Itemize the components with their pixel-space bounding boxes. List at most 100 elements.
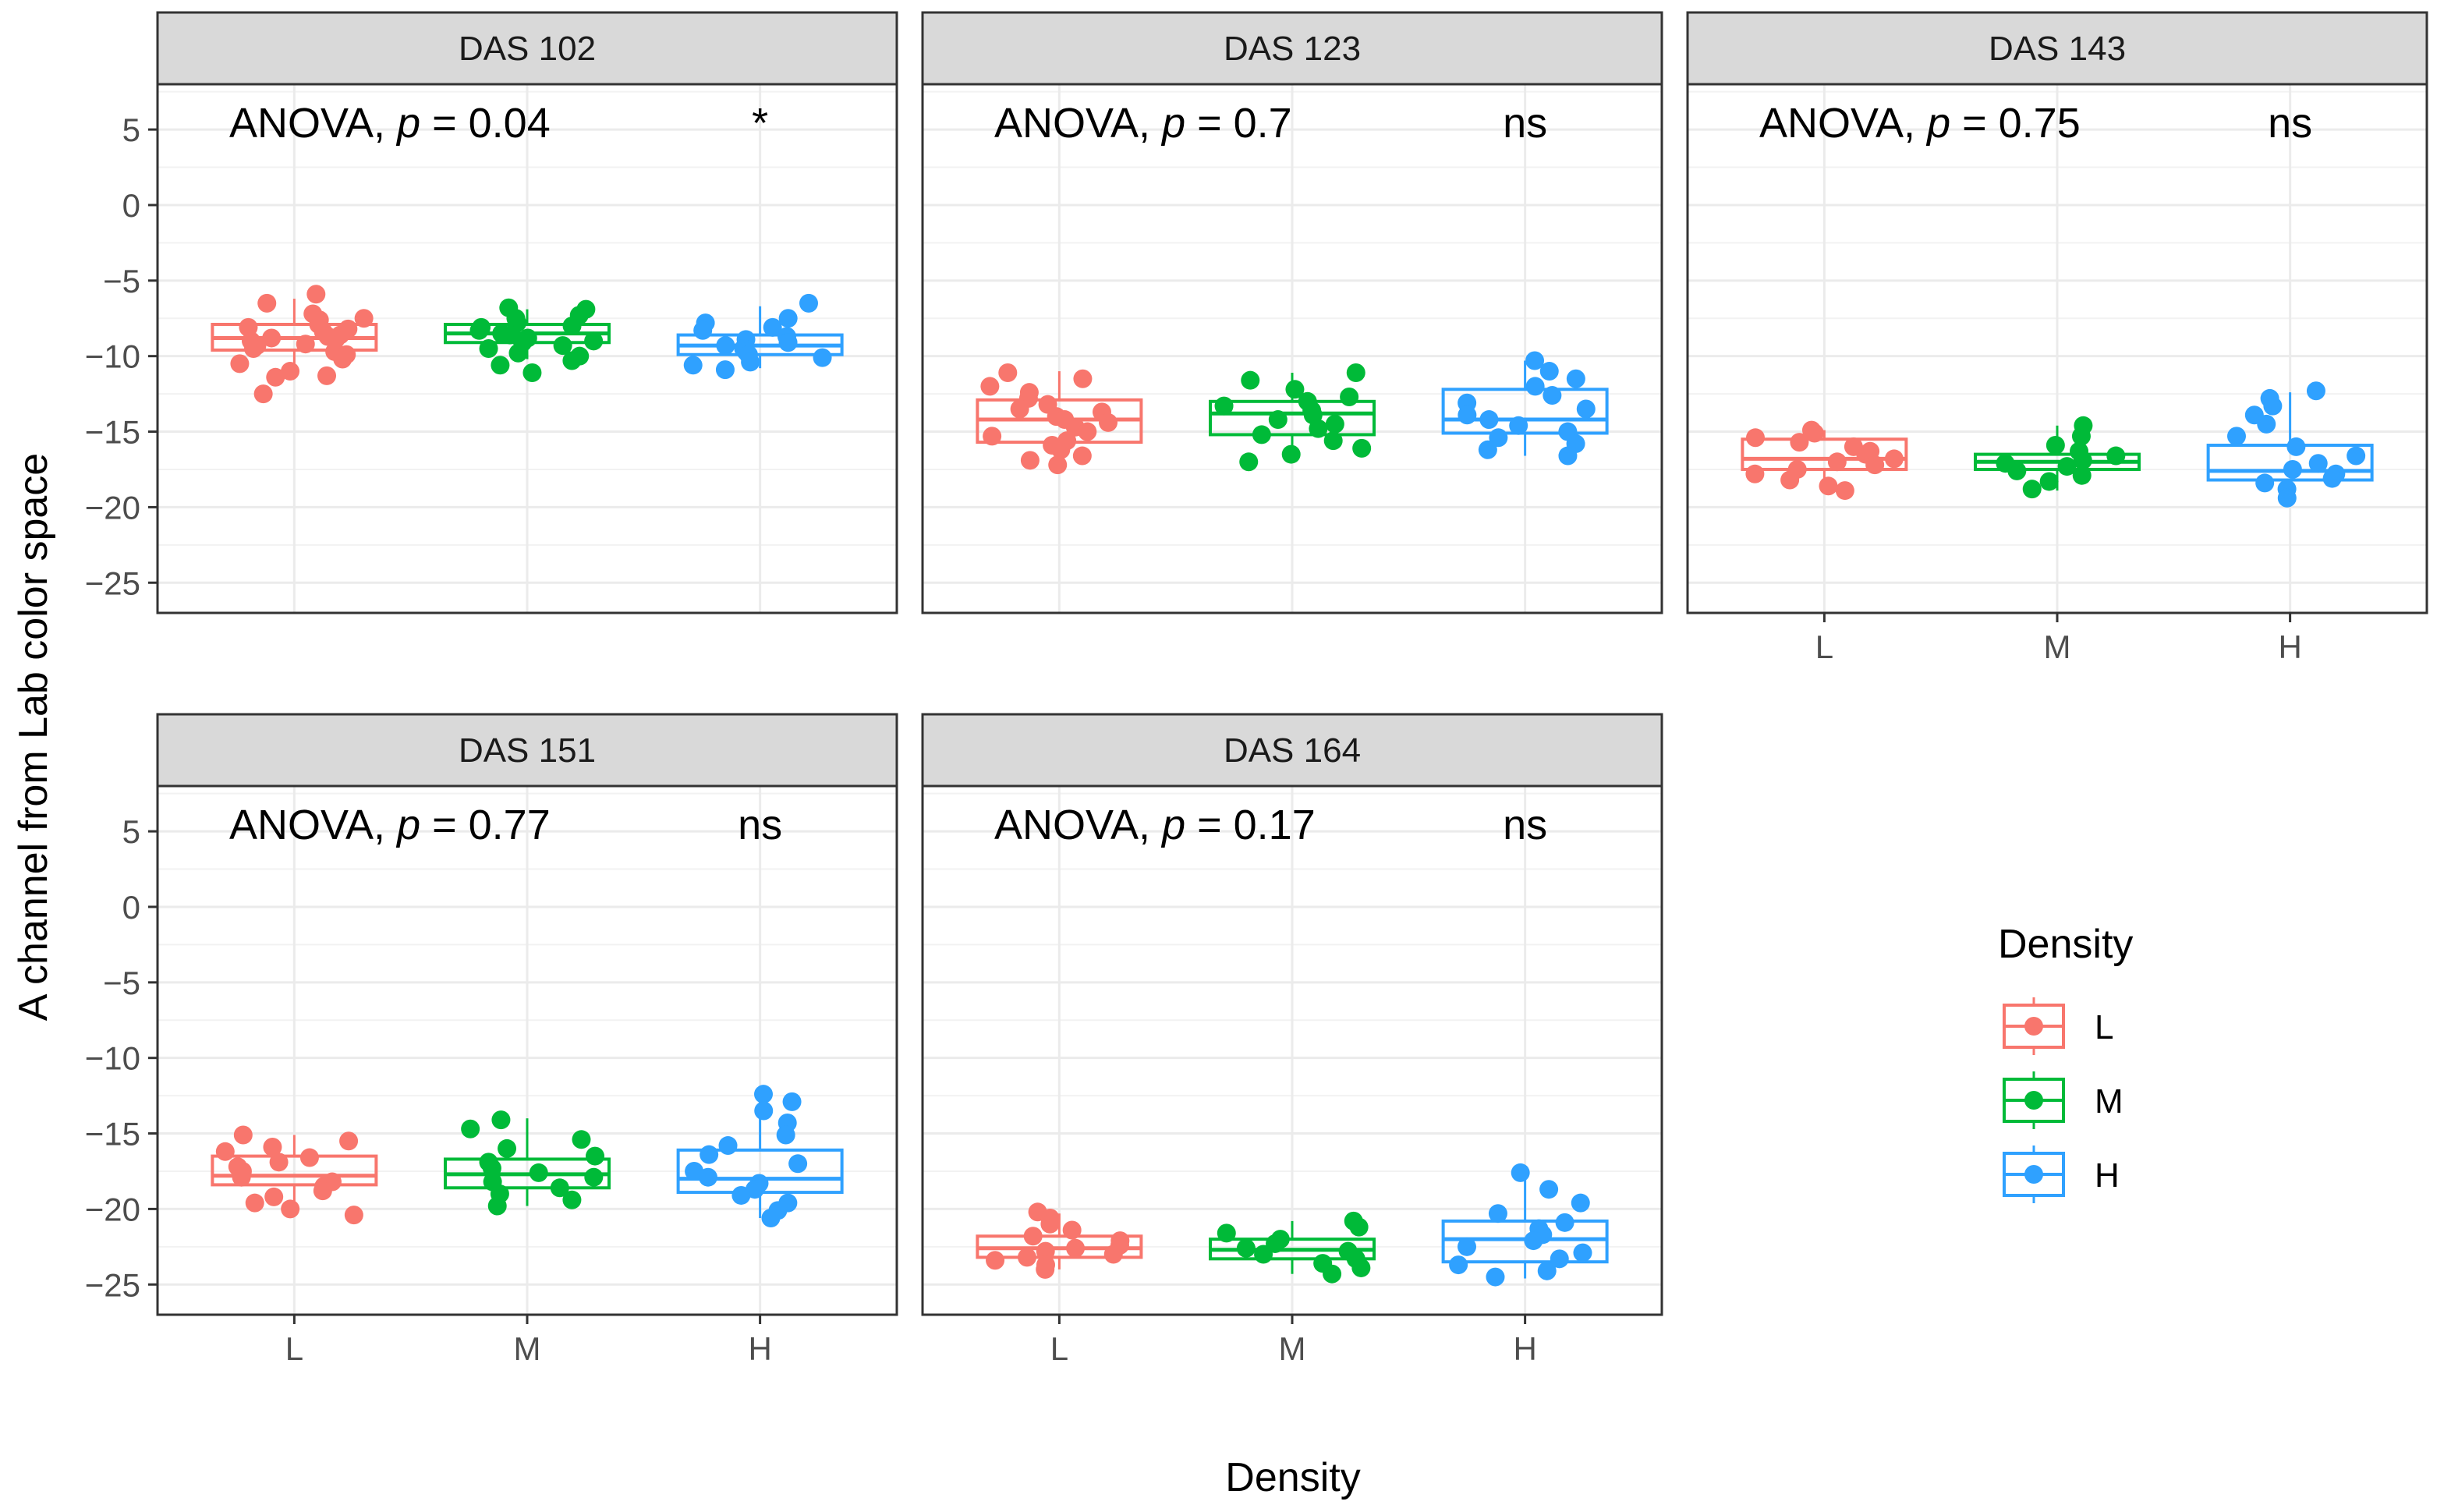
data-point [986,1251,1005,1270]
data-point [491,1110,511,1130]
significance-label: ns [738,802,782,848]
data-point [1072,446,1092,466]
panel-3: DAS 143 ANOVA, p = 0.75 ns L M H [1686,11,2428,665]
significance-label: ns [1503,100,1547,147]
anova-annotation: ANOVA, p = 0.75 [1759,100,2081,147]
y-tick-label: −15 [85,1116,140,1153]
data-point [998,363,1018,382]
data-point [491,356,510,375]
data-point [2308,454,2328,473]
data-point [344,1206,363,1225]
data-point [1819,476,1838,496]
significance-label: ns [2268,100,2312,147]
y-tick-label: 0 [122,889,140,926]
data-point [562,1190,582,1209]
data-point [983,427,1002,446]
data-point [788,1154,808,1174]
data-point [1323,431,1343,451]
data-point [2071,427,2091,446]
panel-strip [156,11,898,86]
data-point [584,1167,604,1187]
data-point [1543,386,1562,405]
y-tick-label: −20 [85,1191,140,1227]
data-point [2226,427,2246,446]
points-M [469,298,604,382]
data-point [1835,481,1854,501]
data-point [529,1163,548,1182]
legend-entries: LMH [2003,997,2123,1203]
data-point [2277,488,2297,508]
y-tick-label: −10 [85,338,140,375]
data-point [1449,1255,1468,1275]
data-point [1217,1223,1236,1243]
data-point [1346,363,1365,382]
data-point [1268,410,1288,430]
y-tick-label: −5 [103,965,140,1001]
y-tick-label: −25 [85,1266,140,1303]
data-point [586,1146,605,1166]
data-point [2046,435,2065,455]
data-point [683,356,703,375]
data-point [2286,437,2306,456]
points-H [2226,381,2366,508]
data-point [263,1137,282,1156]
data-point [1478,440,1497,459]
x-tick-label: H [2278,629,2301,665]
data-point [1048,455,1068,475]
data-point [264,1187,284,1206]
legend-label: M [2095,1082,2123,1121]
data-point [715,360,735,380]
data-point [718,1136,738,1156]
data-point [2347,446,2366,466]
data-point [763,317,782,337]
data-point [1790,433,1809,452]
anova-p-symbol: p [1160,100,1185,147]
data-point [1571,1193,1590,1213]
anova-value: = 0.7 [1185,100,1292,147]
data-point [1051,440,1071,459]
y-tick-label: −20 [85,489,140,526]
data-point [754,1085,774,1104]
data-point [1214,396,1234,416]
data-point [716,336,735,356]
anova-p-symbol: p [395,802,420,848]
points-M [1217,1211,1371,1284]
data-point [1023,1227,1043,1246]
data-point [479,339,498,358]
data-point [1780,470,1800,490]
data-point [1525,377,1545,396]
data-point [1539,362,1559,381]
points-H [1449,1163,1592,1287]
data-point [1550,1249,1569,1269]
data-point [1040,1214,1060,1234]
x-tick-label: M [1279,1330,1306,1367]
legend-key-point [2024,1091,2043,1110]
x-tick-label: H [748,1330,771,1367]
data-point [1525,351,1545,370]
anova-p-symbol: p [395,100,420,147]
data-point [1352,438,1372,458]
panel-2: DAS 123 ANOVA, p = 0.7 ns [921,11,1663,614]
data-point [741,352,760,372]
data-point [1010,399,1029,419]
data-point [1745,464,1765,483]
data-point [1509,416,1528,435]
data-point [498,1138,517,1158]
x-axis-title: Density [1225,1455,1360,1500]
y-tick-label: −10 [85,1040,140,1077]
data-point [698,1167,717,1187]
y-tick-label: 5 [122,813,140,850]
box-body [1209,399,1376,437]
box-body [1441,1219,1609,1264]
data-point [1555,1213,1574,1232]
legend-key-point [2024,1017,2043,1036]
data-point [2073,451,2092,470]
panel-5: DAS 164 ANOVA, p = 0.17 ns L M H [921,713,1663,1367]
box-body [211,1154,378,1187]
legend: Density LMH [1998,922,2133,1203]
data-point [469,320,489,340]
data-point [253,384,273,404]
anova-p-symbol: p [1925,100,1950,147]
points-H [683,293,832,380]
data-point [584,331,604,351]
